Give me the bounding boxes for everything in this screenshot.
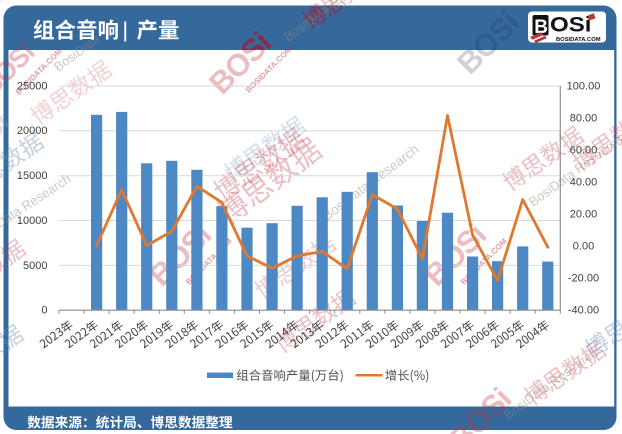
svg-text:60.00: 60.00 — [570, 145, 598, 157]
svg-text:20.00: 20.00 — [570, 209, 598, 221]
svg-text:OSi: OSi — [550, 12, 591, 36]
svg-text:0.00: 0.00 — [573, 241, 594, 253]
svg-text:5000: 5000 — [23, 260, 47, 272]
svg-text:100.00: 100.00 — [567, 80, 601, 92]
svg-text:20000: 20000 — [17, 125, 48, 137]
svg-text:10000: 10000 — [17, 215, 48, 227]
svg-text:0: 0 — [41, 305, 47, 317]
svg-text:BOSIDATA.COM: BOSIDATA.COM — [556, 37, 601, 43]
svg-text:25000: 25000 — [17, 80, 48, 92]
svg-text:-40.00: -40.00 — [568, 305, 599, 317]
svg-text:15000: 15000 — [17, 170, 48, 182]
svg-text:B: B — [534, 17, 548, 38]
svg-text:80.00: 80.00 — [570, 112, 598, 124]
svg-text:-20.00: -20.00 — [568, 273, 599, 285]
svg-text:40.00: 40.00 — [570, 177, 598, 189]
